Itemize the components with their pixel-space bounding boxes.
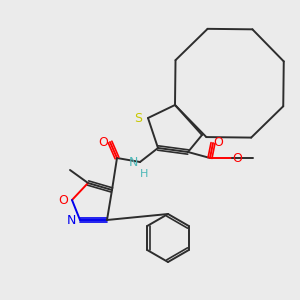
Text: O: O	[232, 152, 242, 164]
Text: O: O	[58, 194, 68, 206]
Text: N: N	[66, 214, 76, 226]
Text: S: S	[134, 112, 142, 124]
Text: H: H	[140, 169, 148, 179]
Text: N: N	[128, 155, 138, 169]
Text: O: O	[213, 136, 223, 149]
Text: O: O	[98, 136, 108, 148]
